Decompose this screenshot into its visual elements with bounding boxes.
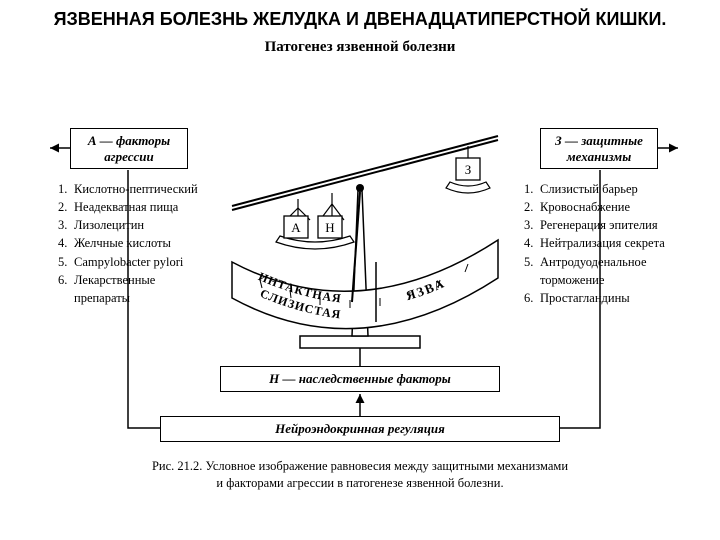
page-title: ЯЗВЕННАЯ БОЛЕЗНЬ ЖЕЛУДКА И ДВЕНАДЦАТИПЕР… (0, 0, 720, 33)
balance-scale: А Н З (232, 136, 498, 348)
box-neuroendocrine: Нейроэндокринная регуляция (160, 416, 560, 442)
pan-a-label: А (291, 220, 301, 235)
list-item: 2.Неадекватная пища (58, 198, 208, 216)
list-item: 6.Простагландины (524, 289, 674, 307)
list-item: 5.Campylobacter pylori (58, 253, 208, 271)
caption-line-1: Рис. 21.2. Условное изображение равновес… (152, 459, 568, 473)
box-aggression: А — факторы агрессии (70, 128, 188, 169)
box-z-letter: З (555, 133, 562, 148)
arc-right: ЯЗВА (404, 275, 448, 303)
svg-text:ИНТАКТНАЯ: ИНТАКТНАЯ (256, 269, 342, 305)
figure-caption: Рис. 21.2. Условное изображение равновес… (0, 458, 720, 492)
arc-left-bottom: СЛИЗИСТАЯ (258, 286, 342, 321)
list-item: 4.Желчные кислоты (58, 234, 208, 252)
list-item: 1.Слизистый барьер (524, 180, 674, 198)
list-item: 2.Кровоснабжение (524, 198, 674, 216)
list-item: 3.Лизолецитин (58, 216, 208, 234)
pan-z-label: З (465, 162, 472, 177)
box-z-label: защитные механизмы (567, 133, 643, 164)
list-item: 1.Кислотно-пептический (58, 180, 208, 198)
caption-line-2: и факторами агрессии в патогенезе язвенн… (216, 476, 503, 490)
diagram-subtitle: Патогенез язвенной болезни (0, 33, 720, 56)
box-hereditary: Н — наследственные факторы (220, 366, 500, 392)
diagram-area: А Н З (0, 80, 720, 480)
list-item: 3.Регенерация эпителия (524, 216, 674, 234)
svg-text:СЛИЗИСТАЯ: СЛИЗИСТАЯ (258, 286, 342, 321)
list-defense: 1.Слизистый барьер 2.Кровоснабжение 3.Ре… (524, 180, 674, 307)
arc-left-top: ИНТАКТНАЯ (256, 269, 342, 305)
list-item: 6.Лекарственные препараты (58, 271, 208, 307)
svg-text:ЯЗВА: ЯЗВА (404, 275, 448, 303)
box-a-letter: А (88, 133, 97, 148)
list-item: 5.Антродуоденальное торможение (524, 253, 674, 289)
list-item: 4.Нейтрализация секрета (524, 234, 674, 252)
list-aggression: 1.Кислотно-пептический 2.Неадекватная пи… (58, 180, 208, 307)
pan-h-label: Н (325, 220, 334, 235)
box-defense: З — защитные механизмы (540, 128, 658, 169)
box-a-label: факторы агрессии (104, 133, 170, 164)
